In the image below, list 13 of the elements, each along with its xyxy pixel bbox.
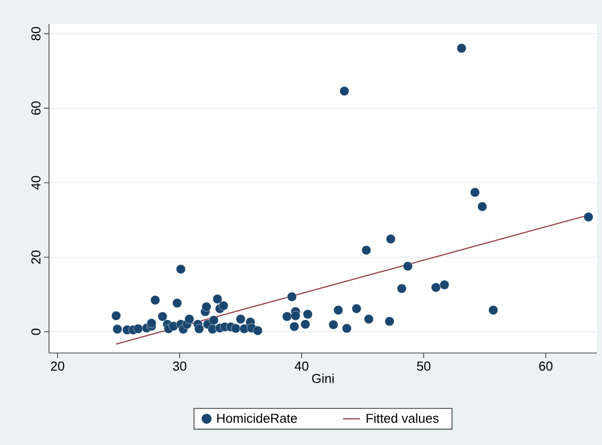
- x-tick-label: 20: [50, 362, 64, 371]
- x-axis-title: Gini: [312, 374, 334, 384]
- x-tick-label: 30: [172, 362, 186, 371]
- legend-label: HomicideRate: [217, 413, 297, 423]
- y-tick-label: 40: [31, 176, 40, 190]
- y-tick-label: 0: [31, 328, 40, 335]
- y-tick-label: 60: [31, 102, 40, 115]
- x-tick-label: 60: [539, 362, 552, 371]
- y-tick-label: 20: [31, 250, 40, 264]
- x-tick-label: 40: [294, 362, 308, 371]
- x-tick-label: 50: [417, 362, 430, 371]
- legend-label: Fitted values: [366, 413, 439, 423]
- y-tick-label: 80: [31, 26, 40, 40]
